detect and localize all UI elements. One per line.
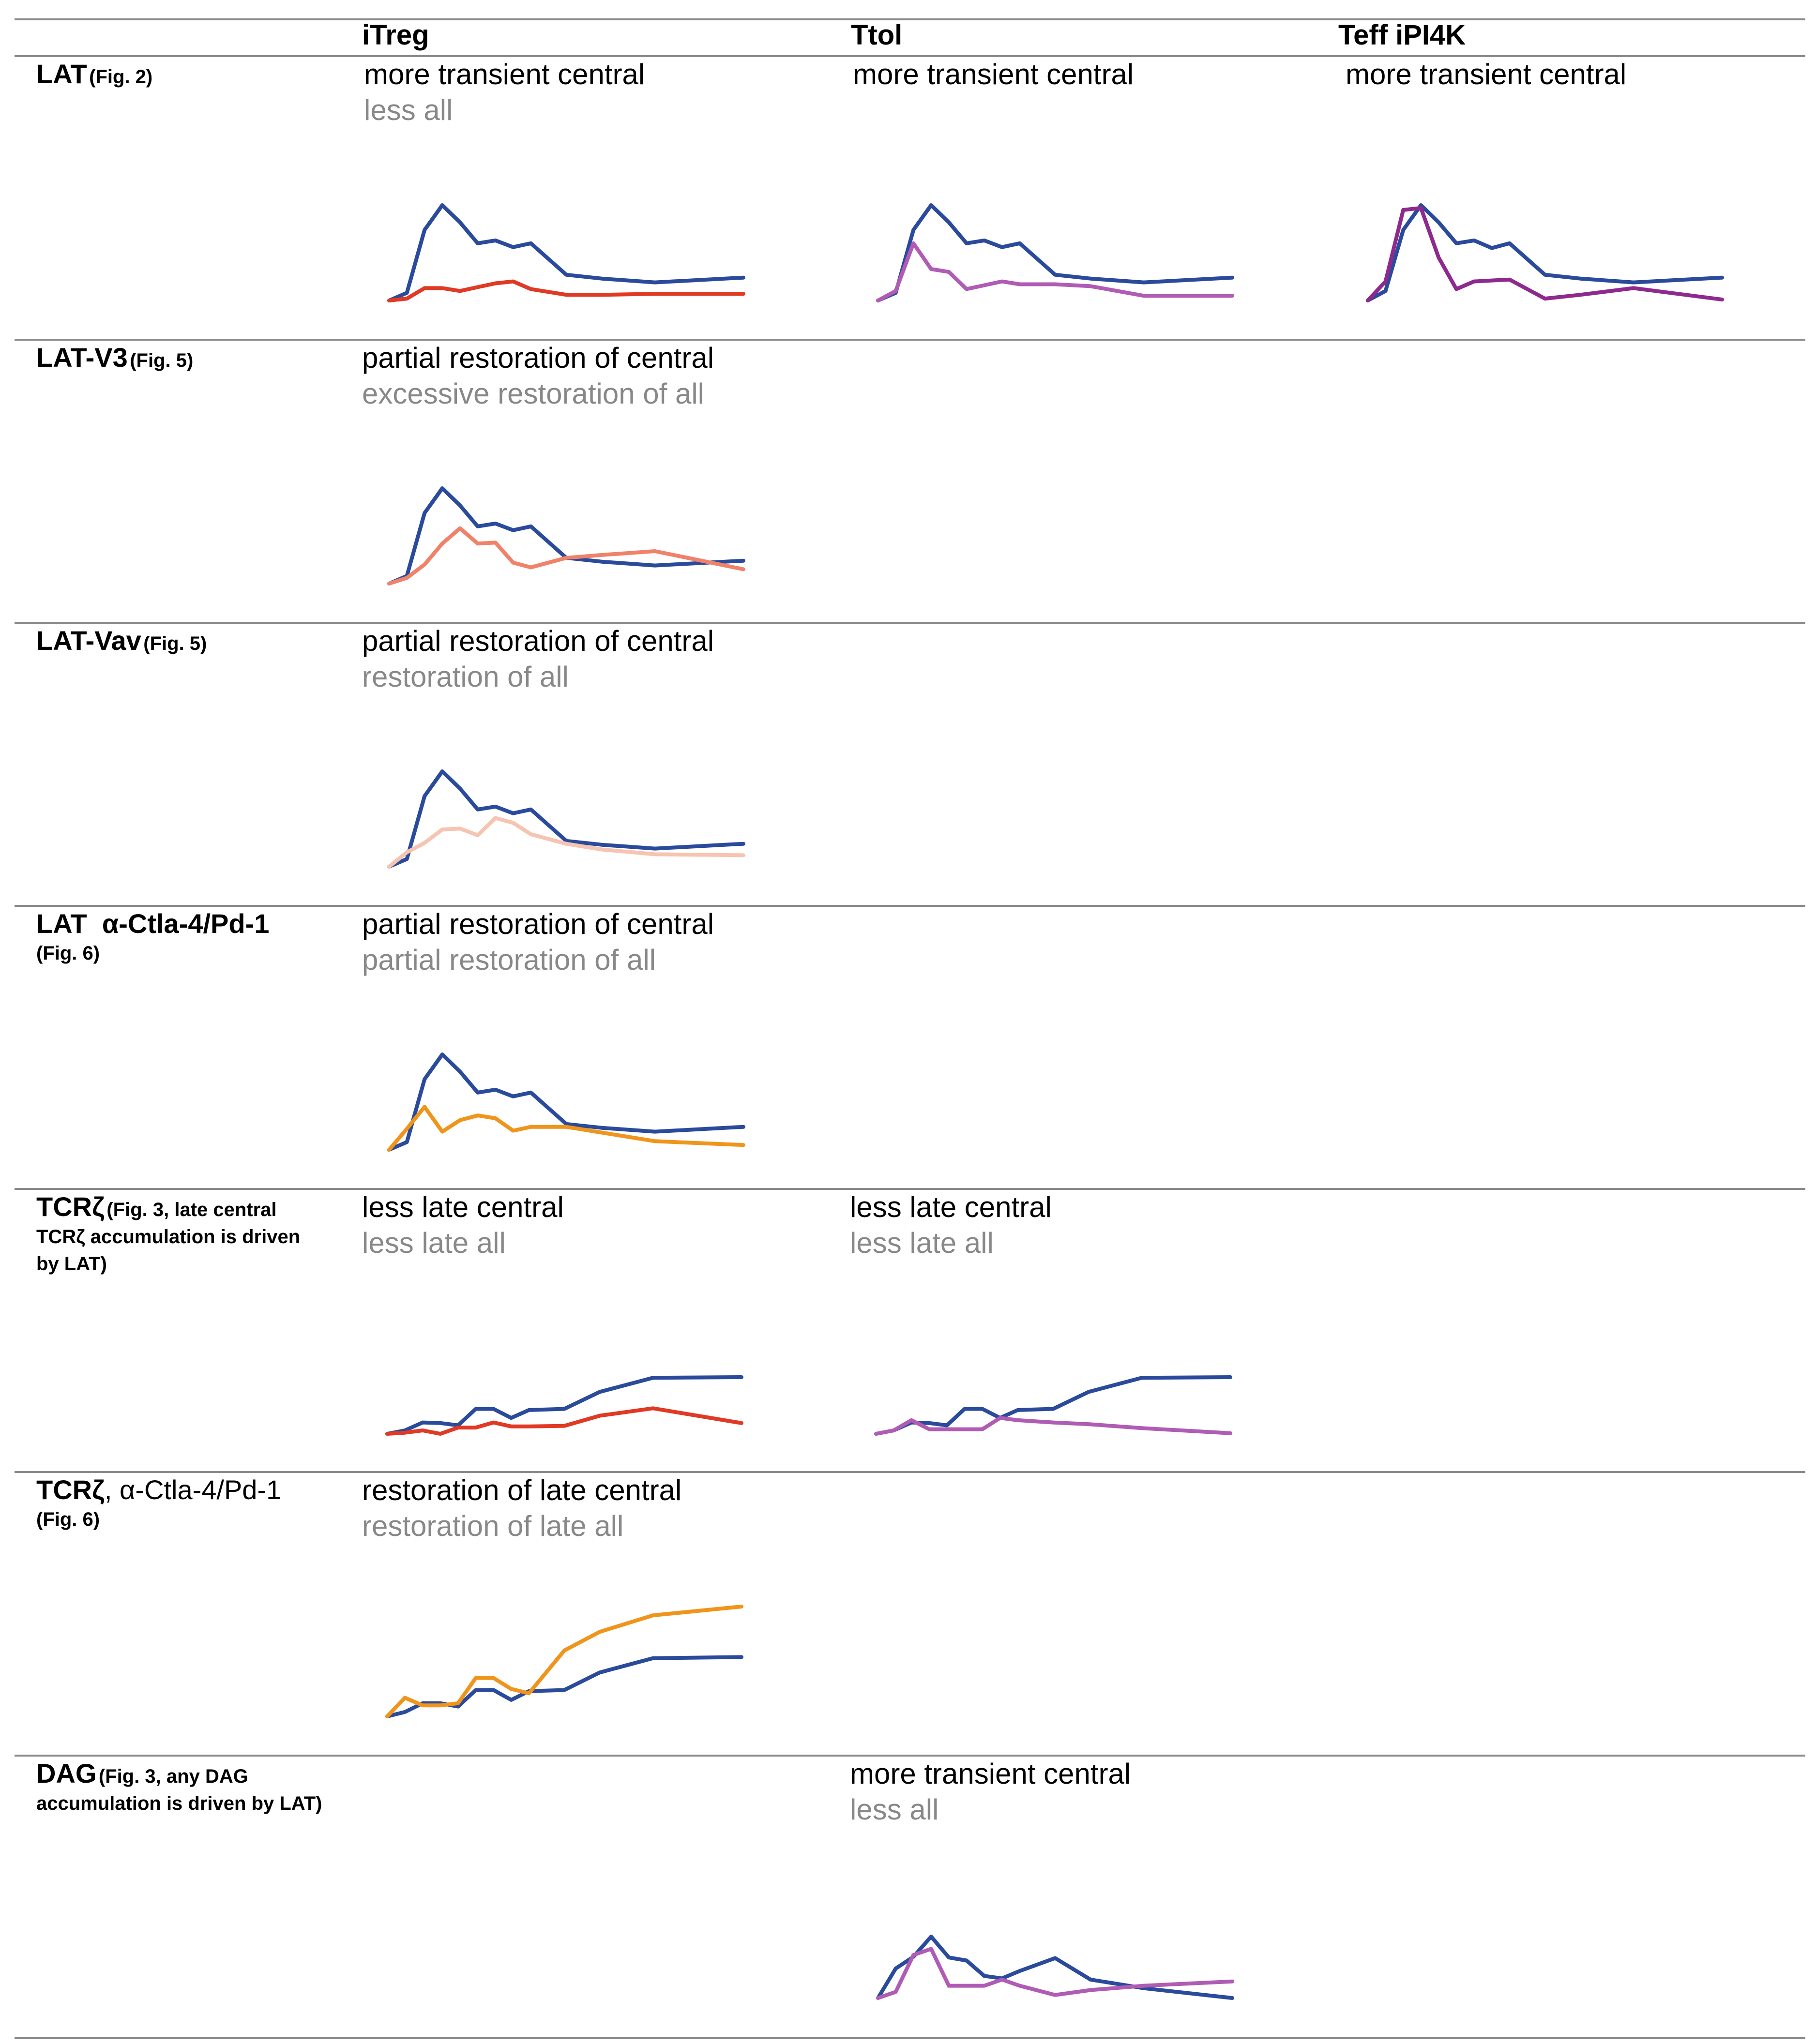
central-effect-text: more transient central [853,58,1134,90]
tcr-zeta-itreg-description: less late central less late all [362,1189,564,1261]
row-rule [15,905,1805,907]
lat-ttol-chart [876,203,1234,302]
lat-vav-itreg-description: partial restoration of central restorati… [362,623,714,695]
all-effect-text: partial restoration of all [362,944,656,976]
row-label-name: TCRζ [36,1191,105,1222]
all-effect-text: less all [850,1793,939,1826]
row-label-figure: (Fig. 6) [36,943,100,964]
row-label-figure: (Fig. 5) [143,633,207,654]
row-label-name: LAT α-Ctla-4/Pd-1 [36,908,270,939]
row-label-figure: (Fig. 5) [130,350,194,371]
row-label-lat-vav: LAT-Vav (Fig. 5) [36,625,336,657]
row-label-figure: (Fig. 2) [89,66,153,88]
central-effect-text: partial restoration of central [362,625,714,657]
lat-itreg-description: more transient central less all [364,57,645,128]
series-line-control [876,203,1234,302]
top-rule [15,18,1805,20]
lat-teff-description: more transient central [1346,57,1626,92]
row-label-tcr-zeta: TCRζ (Fig. 3, late central TCRζ accumula… [36,1191,327,1278]
row-label-figure: (Fig. 3, any DAG accumulation is driven … [36,1766,322,1814]
central-effect-text: less late central [850,1191,1052,1223]
series-line-condition [1366,206,1724,302]
all-effect-text: less late all [362,1227,506,1259]
tcr-zeta-anti-ctla4-itreg-description: restoration of late central restoration … [362,1473,681,1544]
series-line-condition [387,1105,745,1152]
row-rule [15,1188,1805,1190]
lat-ttol-description: more transient central [853,57,1134,92]
lat-anti-ctla4-itreg-description: partial restoration of central partial r… [362,906,714,978]
series-line-condition [387,526,745,586]
series-line-control [387,769,745,869]
series-line-control [387,486,745,586]
series-line-condition [385,1406,743,1436]
lat-itreg-chart [387,203,745,302]
all-effect-text: excessive restoration of all [362,377,704,410]
all-effect-text: restoration of late all [362,1510,624,1542]
lat-vav-itreg-chart [387,769,745,869]
series-line-control [874,1375,1232,1436]
central-effect-text: partial restoration of central [362,342,714,374]
series-line-control [876,1935,1234,2000]
tcr-zeta-ttol-chart [874,1375,1232,1436]
series-line-control [385,1375,743,1436]
series-line-condition [387,279,745,302]
row-label-name: LAT-V3 [36,342,128,373]
series-line-control [387,1052,745,1152]
central-effect-text: more transient central [1346,58,1627,90]
central-effect-text: more transient central [850,1758,1131,1790]
row-label-tcr-zeta-anti-ctla4: TCRζ, α-Ctla-4/Pd-1 (Fig. 6) [36,1474,346,1533]
row-label-name: DAG [36,1758,97,1788]
series-line-condition [387,816,745,869]
all-effect-text: less all [364,94,453,126]
series-line-control [387,203,745,302]
lat-teff-chart [1366,203,1724,302]
row-label-figure: (Fig. 6) [36,1509,100,1530]
row-label-lat-anti-ctla4-pd1: LAT α-Ctla-4/Pd-1 (Fig. 6) [36,908,346,967]
central-effect-text: partial restoration of central [362,908,714,940]
lat-anti-ctla4-itreg-chart [387,1052,745,1152]
central-effect-text: restoration of late central [362,1474,682,1506]
series-line-condition [385,1605,743,1718]
series-line-control [1366,203,1724,302]
column-header-ttol: Ttol [851,19,903,51]
column-header-itreg: iTreg [362,19,429,51]
row-rule [15,1755,1805,1757]
bottom-rule [15,2037,1805,2039]
row-rule [15,339,1805,341]
series-line-condition [876,241,1234,302]
lat-v3-itreg-description: partial restoration of central excessive… [362,340,714,412]
row-label-name: TCRζ [36,1474,105,1505]
dag-ttol-description: more transient central less all [850,1756,1131,1828]
series-line-control [385,1655,743,1718]
row-label-lat-v3: LAT-V3 (Fig. 5) [36,342,336,374]
row-label-lat: LAT (Fig. 2) [36,58,336,90]
column-header-teff: Teff iPI4K [1338,19,1466,51]
all-effect-text: restoration of all [362,661,569,693]
row-rule [15,1471,1805,1473]
row-label-name: LAT-Vav [36,625,141,656]
series-line-condition [876,1947,1234,2000]
row-label-figure: (Fig. 3, late central TCRζ accumulation … [36,1199,301,1275]
all-effect-text: less late all [850,1227,994,1259]
dag-ttol-chart [876,1935,1234,2000]
tcr-zeta-ttol-description: less late central less late all [850,1189,1052,1261]
series-line-condition [874,1416,1232,1436]
row-label-name: LAT [36,59,87,89]
lat-v3-itreg-chart [387,486,745,586]
header-rule [15,55,1805,57]
tcr-zeta-anti-ctla4-itreg-chart [385,1605,743,1718]
row-label-dag: DAG (Fig. 3, any DAG accumulation is dri… [36,1758,327,1817]
row-label-suffix: , α-Ctla-4/Pd-1 [104,1474,282,1505]
row-rule [15,622,1805,624]
central-effect-text: more transient central [364,58,645,90]
tcr-zeta-itreg-chart [385,1375,743,1436]
central-effect-text: less late central [362,1191,564,1223]
